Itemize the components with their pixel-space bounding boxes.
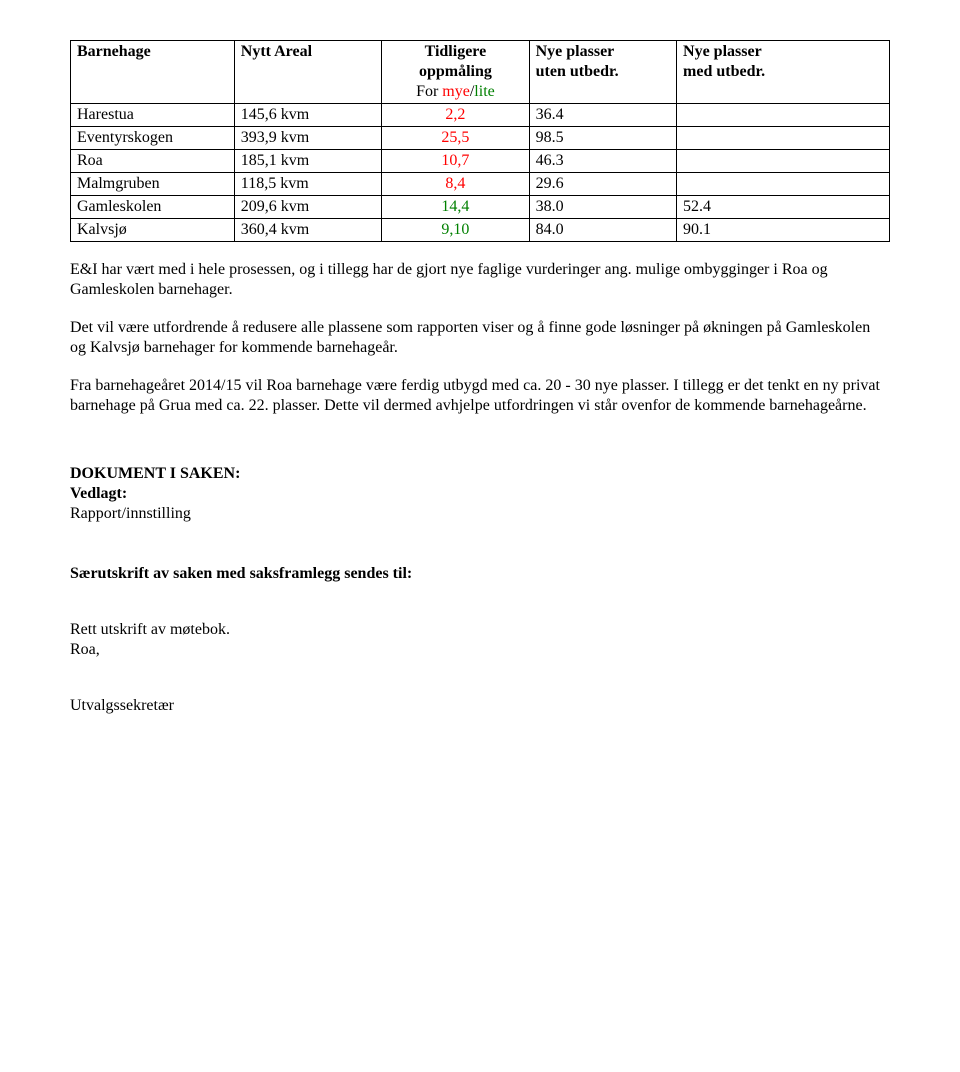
header-text: Tidligere — [425, 43, 487, 60]
header-med-utbedr: Nye plasser med utbedr. — [677, 41, 890, 104]
cell-name: Kalvsjø — [71, 219, 235, 242]
saerutskrift-section: Særutskrift av saken med saksframlegg se… — [70, 564, 890, 584]
header-text: uten utbedr. — [536, 63, 619, 80]
rett-section: Rett utskrift av møtebok. Roa, — [70, 620, 890, 660]
cell-med: 90.1 — [677, 219, 890, 242]
paragraph-2: Det vil være utfordrende å redusere alle… — [70, 318, 890, 358]
header-text: med utbedr. — [683, 63, 765, 80]
cell-med — [677, 173, 890, 196]
cell-uten: 29.6 — [529, 173, 676, 196]
cell-areal: 185,1 kvm — [234, 150, 381, 173]
cell-areal: 209,6 kvm — [234, 196, 381, 219]
table-row: Harestua145,6 kvm2,236.4 — [71, 104, 890, 127]
cell-uten: 38.0 — [529, 196, 676, 219]
cell-areal: 118,5 kvm — [234, 173, 381, 196]
cell-med — [677, 127, 890, 150]
cell-name: Eventyrskogen — [71, 127, 235, 150]
cell-name: Malmgruben — [71, 173, 235, 196]
dokument-section: DOKUMENT I SAKEN: Vedlagt: Rapport/innst… — [70, 464, 890, 524]
table-row: Gamleskolen209,6 kvm14,438.052.4 — [71, 196, 890, 219]
cell-areal: 145,6 kvm — [234, 104, 381, 127]
rapport-text: Rapport/innstilling — [70, 504, 890, 524]
table-row: Eventyrskogen393,9 kvm25,598.5 — [71, 127, 890, 150]
vedlagt-heading: Vedlagt: — [70, 484, 890, 504]
signatur: Utvalgssekretær — [70, 696, 890, 716]
cell-med: 52.4 — [677, 196, 890, 219]
saerutskrift-heading: Særutskrift av saken med saksframlegg se… — [70, 564, 890, 584]
paragraph-3: Fra barnehageåret 2014/15 vil Roa barneh… — [70, 376, 890, 416]
header-text: oppmåling — [419, 63, 492, 80]
cell-med — [677, 104, 890, 127]
header-nytt-areal: Nytt Areal — [234, 41, 381, 104]
cell-tidligere: 9,10 — [382, 219, 529, 242]
cell-med — [677, 150, 890, 173]
cell-name: Roa — [71, 150, 235, 173]
header-uten-utbedr: Nye plasser uten utbedr. — [529, 41, 676, 104]
dokument-heading: DOKUMENT I SAKEN: — [70, 464, 890, 484]
rett-line1: Rett utskrift av møtebok. — [70, 620, 890, 640]
paragraph-1: E&I har vært med i hele prosessen, og i … — [70, 260, 890, 300]
cell-name: Harestua — [71, 104, 235, 127]
header-text: Nye plasser — [683, 43, 762, 60]
table-row: Roa185,1 kvm10,746.3 — [71, 150, 890, 173]
cell-uten: 98.5 — [529, 127, 676, 150]
cell-tidligere: 2,2 — [382, 104, 529, 127]
data-table: Barnehage Nytt Areal Tidligere oppmåling… — [70, 40, 890, 242]
table-row: Kalvsjø360,4 kvm9,1084.090.1 — [71, 219, 890, 242]
cell-tidligere: 14,4 — [382, 196, 529, 219]
header-barnehage: Barnehage — [71, 41, 235, 104]
cell-uten: 36.4 — [529, 104, 676, 127]
cell-name: Gamleskolen — [71, 196, 235, 219]
cell-uten: 84.0 — [529, 219, 676, 242]
cell-areal: 360,4 kvm — [234, 219, 381, 242]
cell-tidligere: 25,5 — [382, 127, 529, 150]
header-tidligere: Tidligere oppmåling For mye/lite — [382, 41, 529, 104]
cell-tidligere: 8,4 — [382, 173, 529, 196]
table-header-row: Barnehage Nytt Areal Tidligere oppmåling… — [71, 41, 890, 104]
cell-tidligere: 10,7 — [382, 150, 529, 173]
cell-uten: 46.3 — [529, 150, 676, 173]
header-text: Nye plasser — [536, 43, 615, 60]
rett-line2: Roa, — [70, 640, 890, 660]
cell-areal: 393,9 kvm — [234, 127, 381, 150]
header-text: For mye/lite — [416, 83, 495, 100]
table-row: Malmgruben118,5 kvm8,429.6 — [71, 173, 890, 196]
